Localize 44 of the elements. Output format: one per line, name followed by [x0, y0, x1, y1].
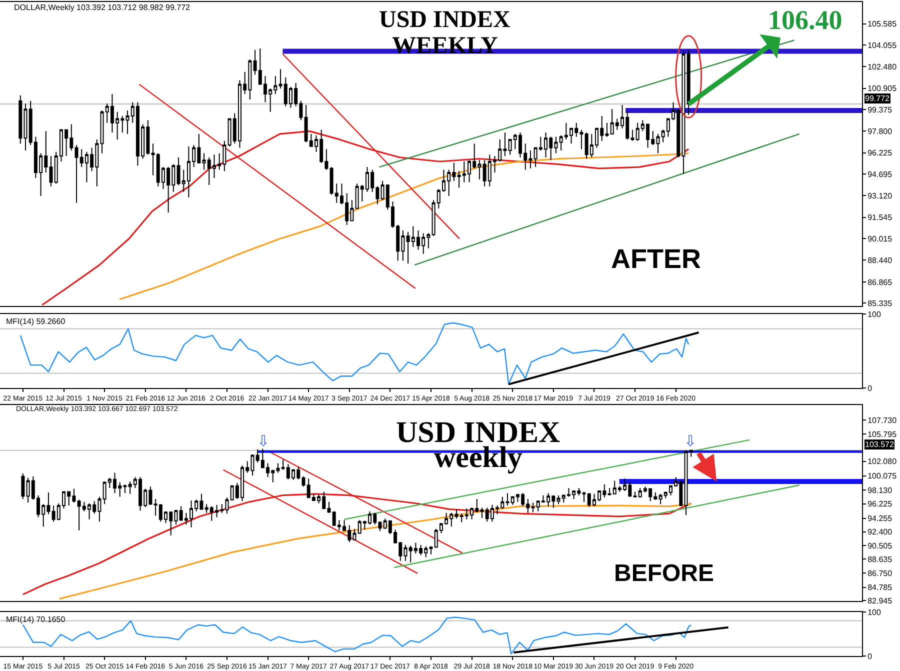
- annotation: ⇩: [684, 432, 697, 450]
- y-tick-label: 84.785: [868, 583, 893, 592]
- y-tick-label: 92.400: [868, 528, 893, 537]
- chart-title: MFI(14) 59.2660: [6, 317, 66, 326]
- y-tick-label: 104.055: [868, 40, 898, 50]
- y-tick-label: 96.225: [868, 148, 893, 158]
- y-tick-label: 96.225: [868, 500, 893, 509]
- y-tick-label: 94.695: [868, 170, 893, 179]
- chart-subtitle: DOLLAR,Weekly 103.392 103.712 98.982 99.772: [14, 3, 191, 12]
- y-tick-label: 105.585: [868, 20, 898, 29]
- candlestick: [686, 49, 690, 116]
- y-tick-label: 100: [868, 310, 882, 319]
- annotation: ⇩: [257, 432, 270, 450]
- y-tick-label: 0: [868, 652, 873, 661]
- ref-line-label: 99.772: [865, 94, 890, 103]
- y-tick-label: 85.335: [868, 298, 893, 308]
- ref-line-label: 103.572: [865, 440, 894, 449]
- y-tick-label: 107.730: [868, 416, 898, 425]
- annotation: BEFORE: [614, 560, 714, 587]
- y-tick-label: 102.480: [868, 62, 898, 72]
- y-tick-label: 102.080: [868, 457, 898, 466]
- y-tick-label: 93.120: [868, 192, 893, 201]
- y-tick-label: 91.545: [868, 213, 893, 222]
- y-tick-label: 86.750: [868, 568, 893, 578]
- y-tick-label: 105.795: [868, 430, 898, 439]
- y-tick-label: 94.255: [868, 514, 893, 524]
- y-tick-label: 90.015: [868, 234, 893, 244]
- chart-title: MFI(14) 70.1650: [6, 615, 66, 624]
- y-tick-label: 100.905: [868, 84, 898, 94]
- annotation: AFTER: [611, 244, 701, 274]
- annotation: 106.40: [768, 5, 842, 35]
- y-tick-label: 99.375: [868, 105, 893, 114]
- y-tick-label: 0: [868, 384, 873, 393]
- y-tick-label: 90.505: [868, 541, 893, 550]
- candlestick: [18, 94, 22, 144]
- y-tick-label: 100: [868, 608, 882, 617]
- y-tick-label: 97.800: [868, 126, 893, 136]
- y-tick-label: 82.945: [868, 596, 893, 606]
- y-tick-label: 86.865: [868, 278, 893, 287]
- y-tick-label: 88.440: [868, 256, 893, 266]
- y-tick-label: 100.075: [868, 472, 898, 481]
- candlestick: [21, 472, 25, 500]
- y-tick-label: 88.635: [868, 555, 893, 564]
- y-tick-label: 98.130: [868, 486, 893, 495]
